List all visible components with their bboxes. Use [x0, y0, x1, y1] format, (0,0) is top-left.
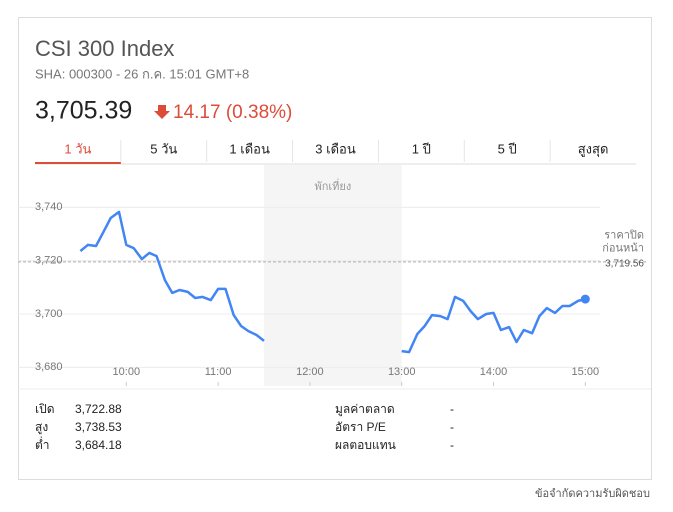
stat-label: มูลค่าตลาด	[335, 402, 395, 417]
stat-label: อัตรา P/E	[335, 420, 386, 434]
stat-value: -	[450, 420, 454, 434]
break-shade	[264, 165, 402, 386]
tab-underline	[35, 162, 121, 164]
x-tick-label: 15:00	[572, 366, 600, 378]
title: CSI 300 Index	[35, 36, 174, 61]
stat-value: -	[450, 438, 454, 452]
previous-close-label: ก่อนหน้า	[602, 243, 644, 255]
stat-label: ต่ำ	[35, 436, 50, 452]
previous-close-label: ราคาปิด	[604, 230, 644, 242]
break-label: พักเที่ยง	[314, 178, 351, 193]
previous-close-value: 3,719.56	[605, 258, 644, 269]
price: 3,705.39	[35, 97, 132, 125]
y-tick-label: 3,720	[35, 255, 63, 267]
x-tick-label: 13:00	[388, 366, 416, 378]
y-tick-label: 3,680	[35, 361, 63, 373]
tab[interactable]: 1 ปี	[412, 141, 431, 156]
stat-value: -	[450, 402, 454, 416]
y-tick-label: 3,740	[35, 201, 63, 213]
down-arrow	[154, 105, 170, 119]
disclaimer[interactable]: ข้อจำกัดความรับผิดชอบ	[535, 488, 650, 500]
stat-label: ผลตอบแทน	[335, 438, 396, 452]
x-tick-label: 12:00	[296, 366, 324, 378]
tab[interactable]: สูงสุด	[578, 141, 609, 157]
tab[interactable]: 5 ปี	[498, 141, 517, 156]
x-tick-label: 14:00	[480, 366, 508, 378]
tab[interactable]: 3 เดือน	[315, 141, 356, 156]
last-point	[580, 294, 590, 304]
y-tick-label: 3,700	[35, 308, 63, 320]
x-tick-label: 10:00	[113, 366, 141, 378]
stat-label: เปิด	[35, 402, 55, 416]
price-line	[79, 210, 586, 354]
tab[interactable]: 1 วัน	[64, 141, 91, 156]
tab[interactable]: 5 วัน	[150, 141, 177, 156]
tab[interactable]: 1 เดือน	[229, 141, 270, 156]
stat-value: 3,684.18	[75, 438, 122, 452]
stat-label: สูง	[35, 420, 48, 435]
x-tick-label: 11:00	[205, 366, 232, 378]
stat-value: 3,722.88	[75, 402, 122, 416]
stat-value: 3,738.53	[75, 420, 122, 434]
subtitle: SHA: 000300 - 26 ก.ค. 15:01 GMT+8	[35, 66, 249, 81]
change: 14.17 (0.38%)	[173, 102, 292, 123]
